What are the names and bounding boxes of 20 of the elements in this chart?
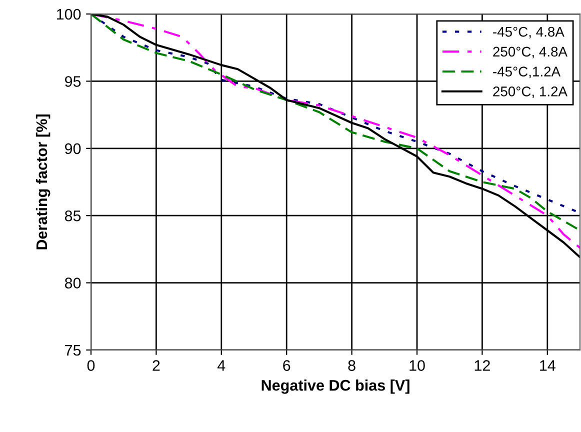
y-tick-label: 85 bbox=[64, 210, 81, 222]
x-axis-title: Negative DC bias [V] bbox=[262, 380, 410, 394]
legend-label: -45°C,1.2A bbox=[493, 66, 561, 78]
y-axis-title: Derating factor [%] bbox=[36, 114, 50, 250]
x-tick-label: 4 bbox=[218, 360, 226, 371]
y-tick-label: 80 bbox=[64, 278, 81, 288]
y-tick-label: 95 bbox=[65, 76, 81, 87]
x-tick-label: 2 bbox=[152, 360, 160, 371]
x-tick-label: 12 bbox=[474, 360, 490, 371]
x-tick-label: 10 bbox=[410, 360, 425, 371]
x-tick-label: 6 bbox=[283, 360, 290, 371]
y-tick-label: 100 bbox=[56, 8, 81, 20]
x-tick-label: 0 bbox=[87, 360, 95, 371]
x-tick-label: 8 bbox=[348, 360, 356, 371]
legend-label: 250°C, 4.8A bbox=[493, 46, 568, 58]
legend-label: 250°C, 1.2A bbox=[493, 86, 568, 98]
x-tick-label: 14 bbox=[540, 360, 556, 371]
legend-label: -45°C, 4.8A bbox=[493, 26, 564, 38]
y-tick-label: 75 bbox=[65, 345, 81, 356]
y-tick-label: 90 bbox=[65, 143, 81, 154]
